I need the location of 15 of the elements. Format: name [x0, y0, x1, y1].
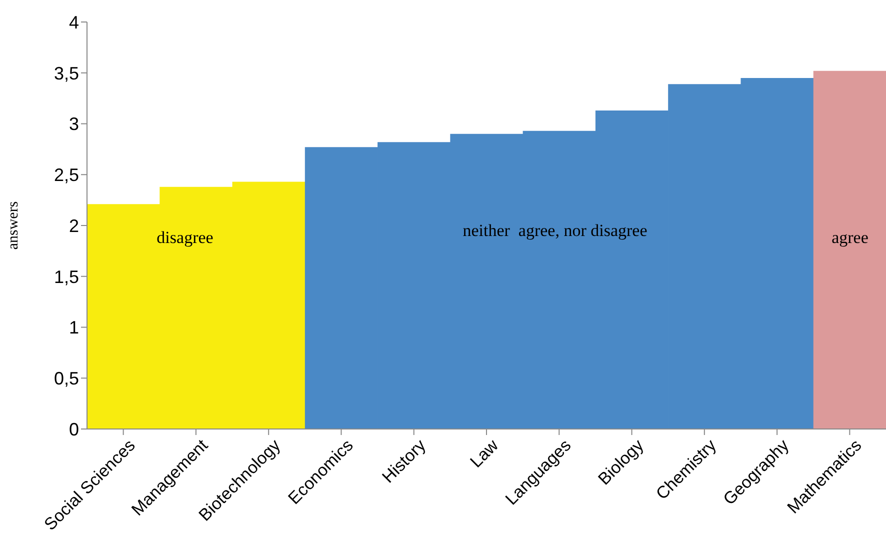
y-tick-label: 3	[68, 114, 79, 134]
y-tick-label: 1,5	[54, 266, 79, 287]
bar	[813, 70, 886, 429]
y-tick-label: 2,5	[54, 165, 79, 186]
x-tick-label: Law	[466, 435, 503, 472]
y-tick-label: 4	[68, 12, 79, 32]
y-axis-title: answers	[5, 201, 22, 250]
annotation: neither agree, nor disagree	[462, 221, 648, 241]
y-tick-label: 3,5	[54, 63, 79, 84]
y-tick-label: 0	[68, 419, 79, 440]
y-tick-label: 0,5	[54, 368, 79, 389]
y-tick-label: 2	[68, 216, 79, 236]
y-tick-label: 1	[68, 318, 79, 338]
annotation: agree	[832, 228, 868, 248]
annotation: disagree	[156, 228, 214, 248]
